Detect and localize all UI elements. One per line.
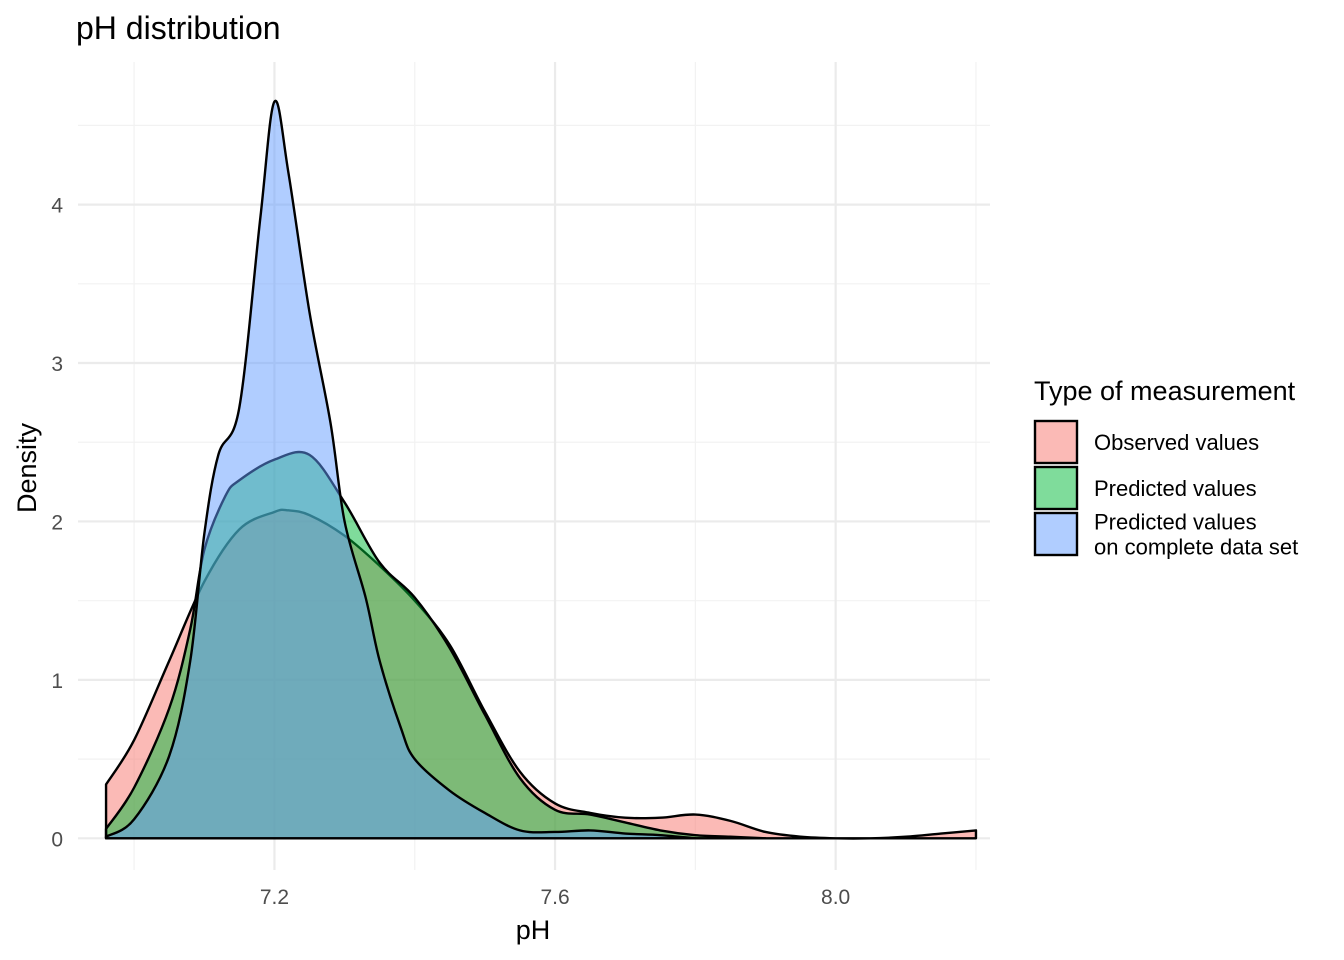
x-tick-label: 7.6 — [540, 886, 569, 909]
y-tick-label: 1 — [51, 670, 63, 693]
y-tick-label: 0 — [51, 828, 63, 851]
x-tick-label: 8.0 — [821, 886, 850, 909]
legend-key-2 — [1033, 465, 1079, 511]
x-axis-label: pH — [516, 915, 551, 945]
legend-key-1 — [1033, 419, 1079, 465]
y-tick-label: 2 — [51, 511, 63, 534]
legend-label-1: Observed values — [1094, 430, 1259, 455]
y-tick-label: 4 — [51, 195, 63, 218]
y-axis-label: Density — [12, 422, 42, 513]
legend-label-2: Predicted values — [1094, 476, 1257, 501]
chart-title: pH distribution — [76, 10, 281, 46]
x-tick-label: 7.2 — [260, 886, 289, 909]
legend-label-3: on complete data set — [1094, 535, 1298, 560]
x-axis-ticks: 7.2 7.6 8.0 — [260, 886, 850, 909]
legend-key-3 — [1033, 511, 1079, 557]
legend-label-3: Predicted values — [1094, 510, 1257, 535]
legend-title: Type of measurement — [1034, 376, 1296, 406]
y-axis-ticks: 0 1 2 3 4 — [51, 195, 63, 852]
y-tick-label: 3 — [51, 353, 63, 376]
density-area-3 — [104, 99, 697, 840]
legend: Type of measurement Observed values Predi… — [1033, 376, 1298, 560]
density-areas — [104, 99, 978, 840]
